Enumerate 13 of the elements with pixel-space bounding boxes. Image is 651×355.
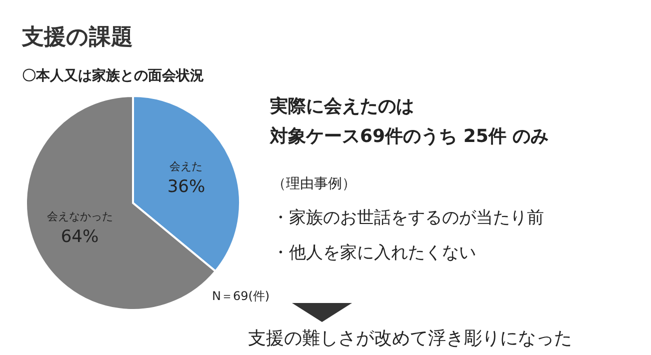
text: 対象ケース69件のうち 25件 のみ — [269, 126, 549, 147]
data-label: 36% — [167, 176, 206, 197]
text: N＝69(件) — [212, 289, 270, 303]
data-label: 64% — [60, 227, 99, 248]
text: 実際に会えたのは — [269, 96, 414, 117]
chart-title: 支援の課題 — [21, 25, 133, 50]
slice-label: 会えなかった — [46, 210, 113, 224]
text: 支援の難しさが改めて浮き彫りになった — [248, 328, 572, 349]
chart-subtitle: 〇本人又は家族との面会状況 — [22, 67, 204, 84]
text: ・家族のお世話をするのが当たり前 — [272, 208, 544, 228]
text: ・他人を家に入れたくない — [272, 243, 476, 263]
slice-label: 会えた — [170, 160, 203, 173]
text: （理由事例） — [272, 176, 356, 192]
